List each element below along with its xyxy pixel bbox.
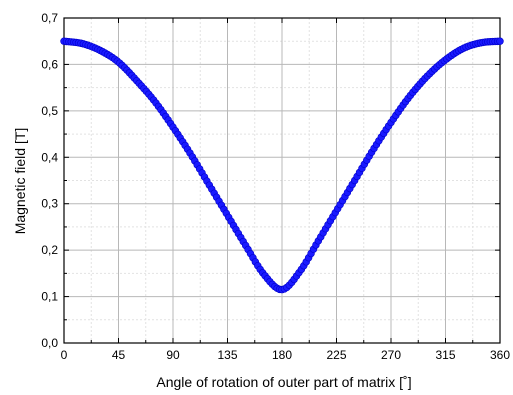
y-tick-label: 0,4 [41, 150, 58, 164]
data-point [496, 37, 504, 45]
tick-labels: 0 45 90 135 180 225 270 315 360 0,0 0,1 0,2 0,3 0,4 0,… [41, 11, 510, 362]
series-markers [60, 37, 504, 294]
x-tick-label: 315 [435, 348, 455, 362]
axis-ticks [63, 17, 501, 344]
x-axis-title: Angle of rotation of outer part of matri… [156, 374, 411, 390]
x-tick-label: 90 [166, 348, 180, 362]
y-tick-label: 0,0 [41, 336, 58, 350]
y-tick-label: 0,3 [41, 197, 58, 211]
y-tick-label: 0,1 [41, 290, 58, 304]
y-tick-label: 0,6 [41, 57, 58, 71]
y-tick-label: 0,7 [41, 11, 58, 25]
x-tick-label: 360 [490, 348, 510, 362]
data-series [60, 37, 504, 294]
y-axis-title: Magnetic field [T] [12, 128, 28, 235]
y-tick-label: 0,5 [41, 104, 58, 118]
y-tick-label: 0,2 [41, 243, 58, 257]
x-tick-label: 225 [326, 348, 346, 362]
x-tick-label: 270 [381, 348, 401, 362]
x-tick-label: 0 [61, 348, 68, 362]
x-tick-label: 135 [217, 348, 237, 362]
x-tick-label: 180 [272, 348, 292, 362]
x-tick-label: 45 [112, 348, 126, 362]
